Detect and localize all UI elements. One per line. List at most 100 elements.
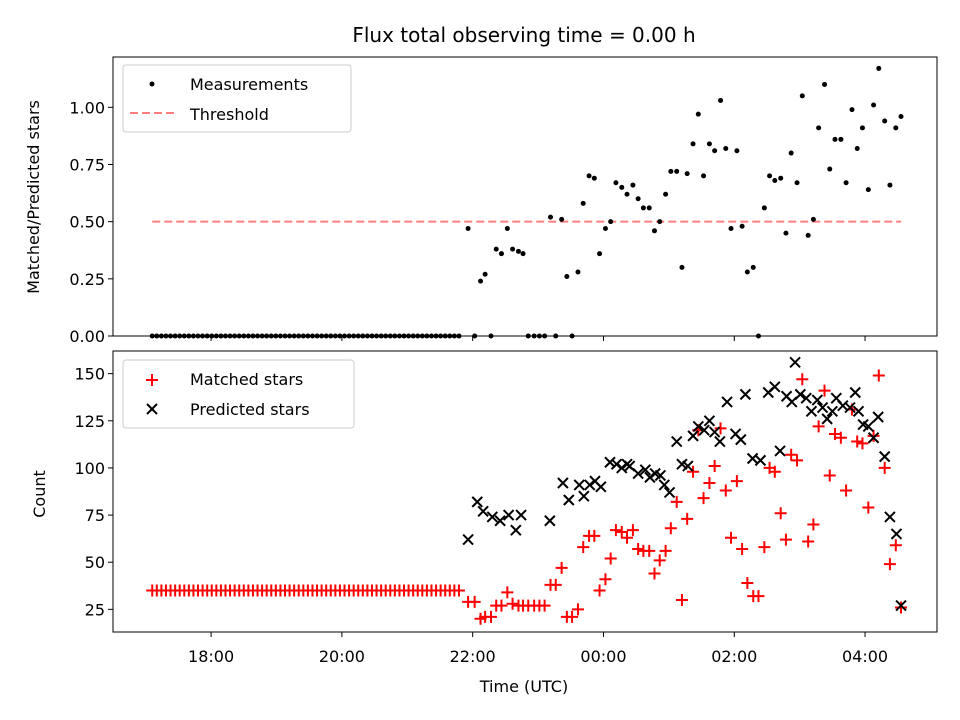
x-tick-label: 18:00 bbox=[188, 647, 234, 666]
data-point bbox=[805, 232, 811, 238]
data-point bbox=[703, 415, 716, 427]
data-point bbox=[544, 515, 556, 527]
data-point bbox=[723, 145, 729, 151]
data-point bbox=[506, 597, 519, 610]
data-point bbox=[615, 526, 628, 539]
top-axes-frame bbox=[112, 56, 938, 337]
data-point bbox=[602, 226, 608, 232]
data-point bbox=[658, 479, 671, 491]
data-point bbox=[684, 171, 690, 177]
data-point bbox=[504, 226, 510, 232]
data-point bbox=[651, 228, 657, 234]
data-point bbox=[779, 533, 792, 546]
data-point bbox=[657, 219, 663, 225]
data-point bbox=[849, 107, 855, 113]
bottom-y-tick-label: 100 bbox=[74, 459, 105, 478]
x-tick-label: 22:00 bbox=[450, 647, 496, 666]
data-point bbox=[859, 125, 865, 131]
data-point bbox=[712, 148, 718, 154]
top-plot-area: 0.00 0.25 0.50 0.75 1.00 bbox=[69, 56, 938, 346]
data-point bbox=[626, 524, 639, 537]
data-point bbox=[515, 509, 527, 521]
data-point bbox=[832, 136, 838, 142]
data-point bbox=[708, 460, 721, 473]
data-point bbox=[659, 544, 672, 557]
data-point bbox=[502, 509, 515, 521]
data-point bbox=[805, 405, 818, 418]
data-point bbox=[736, 543, 749, 556]
data-point bbox=[718, 97, 724, 103]
data-point bbox=[564, 274, 570, 280]
data-point bbox=[822, 81, 828, 87]
data-point bbox=[599, 573, 612, 586]
legend-matched-label: Matched stars bbox=[190, 370, 303, 389]
legend-threshold-label: Threshold bbox=[189, 105, 269, 124]
data-point bbox=[573, 479, 585, 491]
data-point bbox=[871, 102, 877, 108]
data-point bbox=[774, 445, 786, 457]
data-point bbox=[697, 492, 710, 505]
data-point bbox=[644, 471, 656, 484]
data-point bbox=[862, 420, 875, 433]
data-point bbox=[898, 113, 904, 119]
data-point bbox=[714, 435, 726, 448]
data-point bbox=[635, 196, 641, 202]
data-point bbox=[681, 512, 694, 525]
data-point bbox=[664, 522, 677, 535]
data-point bbox=[494, 515, 506, 527]
data-point bbox=[501, 586, 514, 599]
data-point bbox=[730, 475, 743, 488]
data-point bbox=[844, 401, 856, 414]
data-point bbox=[495, 599, 508, 612]
data-point bbox=[725, 531, 737, 544]
data-point bbox=[754, 454, 767, 467]
bottom-plot-area: 25 50 75 100 125 150 18:00 20:00 22:00 00:00 02:00… bbox=[74, 350, 938, 666]
data-point bbox=[580, 200, 586, 206]
data-point bbox=[739, 223, 745, 229]
data-point bbox=[734, 148, 740, 154]
data-point bbox=[648, 567, 661, 580]
data-point bbox=[791, 454, 804, 467]
data-point bbox=[555, 561, 568, 574]
series-matched-stars bbox=[146, 369, 908, 625]
legend-measurements-label: Measurements bbox=[190, 75, 308, 94]
data-point bbox=[783, 230, 789, 236]
data-point bbox=[630, 182, 636, 188]
data-point bbox=[610, 458, 623, 470]
data-point bbox=[769, 381, 781, 393]
top-y-tick-label: 0.50 bbox=[69, 213, 105, 232]
data-point bbox=[739, 388, 752, 401]
data-point bbox=[538, 599, 551, 612]
data-point bbox=[758, 541, 771, 554]
data-point bbox=[895, 601, 908, 614]
data-point bbox=[728, 226, 734, 232]
top-legend: Measurements Threshold bbox=[122, 64, 352, 133]
data-point bbox=[800, 392, 812, 404]
data-point bbox=[889, 539, 902, 552]
data-point bbox=[675, 593, 688, 606]
x-tick-label: 02:00 bbox=[711, 647, 757, 666]
data-point bbox=[510, 246, 516, 252]
data-point bbox=[591, 175, 597, 181]
data-point bbox=[670, 495, 683, 508]
data-point bbox=[802, 535, 815, 548]
data-point bbox=[706, 141, 712, 147]
data-point bbox=[807, 518, 820, 531]
legend-measurements-marker bbox=[149, 81, 155, 87]
data-point bbox=[887, 182, 893, 188]
data-point bbox=[703, 477, 716, 490]
data-point bbox=[692, 420, 705, 433]
data-point bbox=[838, 136, 844, 142]
data-point bbox=[577, 541, 590, 554]
data-point bbox=[785, 448, 798, 461]
bottom-y-tick-label: 25 bbox=[85, 600, 105, 619]
data-point bbox=[719, 484, 732, 497]
bottom-y-tick-label: 50 bbox=[85, 553, 105, 572]
data-point bbox=[609, 524, 622, 537]
data-point bbox=[477, 505, 489, 518]
x-tick-label: 00:00 bbox=[580, 647, 626, 666]
data-point bbox=[778, 175, 784, 181]
data-point bbox=[604, 552, 617, 565]
data-point bbox=[498, 251, 504, 257]
